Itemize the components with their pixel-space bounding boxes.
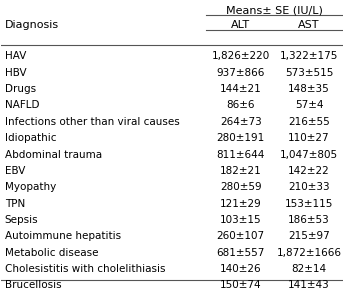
Text: 681±557: 681±557 [217,248,265,258]
Text: 186±53: 186±53 [288,215,330,225]
Text: 280±59: 280±59 [220,182,261,192]
Text: 280±191: 280±191 [217,133,265,143]
Text: 82±14: 82±14 [292,264,327,274]
Text: Idiopathic: Idiopathic [5,133,56,143]
Text: AST: AST [298,20,320,30]
Text: 121±29: 121±29 [220,199,261,209]
Text: Sepsis: Sepsis [5,215,38,225]
Text: 110±27: 110±27 [288,133,330,143]
Text: 1,872±1666: 1,872±1666 [276,248,342,258]
Text: Brucellosis: Brucellosis [5,281,62,291]
Text: 57±4: 57±4 [295,100,323,110]
Text: Myopathy: Myopathy [5,182,56,192]
Text: EBV: EBV [5,166,25,176]
Text: 182±21: 182±21 [220,166,261,176]
Text: 1,322±175: 1,322±175 [280,51,338,61]
Text: Autoimmune hepatitis: Autoimmune hepatitis [5,231,121,241]
Text: Metabolic disease: Metabolic disease [5,248,98,258]
Text: 1,047±805: 1,047±805 [280,150,338,160]
Text: Means± SE (IU/L): Means± SE (IU/L) [226,6,323,16]
Text: 210±33: 210±33 [288,182,330,192]
Text: 86±6: 86±6 [226,100,255,110]
Text: 1,826±220: 1,826±220 [211,51,270,61]
Text: 150±74: 150±74 [220,281,261,291]
Text: 141±43: 141±43 [288,281,330,291]
Text: 260±107: 260±107 [217,231,265,241]
Text: 144±21: 144±21 [220,84,261,94]
Text: 216±55: 216±55 [288,117,330,127]
Text: NAFLD: NAFLD [5,100,39,110]
Text: 140±26: 140±26 [220,264,261,274]
Text: 103±15: 103±15 [220,215,261,225]
Text: HBV: HBV [5,68,27,78]
Text: Cholesistitis with cholelithiasis: Cholesistitis with cholelithiasis [5,264,165,274]
Text: ALT: ALT [231,20,250,30]
Text: 811±644: 811±644 [217,150,265,160]
Text: 264±73: 264±73 [220,117,261,127]
Text: Diagnosis: Diagnosis [5,20,59,30]
Text: 153±115: 153±115 [285,199,333,209]
Text: Drugs: Drugs [5,84,36,94]
Text: HAV: HAV [5,51,26,61]
Text: Infections other than viral causes: Infections other than viral causes [5,117,180,127]
Text: 215±97: 215±97 [288,231,330,241]
Text: 937±866: 937±866 [217,68,265,78]
Text: TPN: TPN [5,199,25,209]
Text: 142±22: 142±22 [288,166,330,176]
Text: 573±515: 573±515 [285,68,333,78]
Text: 148±35: 148±35 [288,84,330,94]
Text: Abdominal trauma: Abdominal trauma [5,150,102,160]
